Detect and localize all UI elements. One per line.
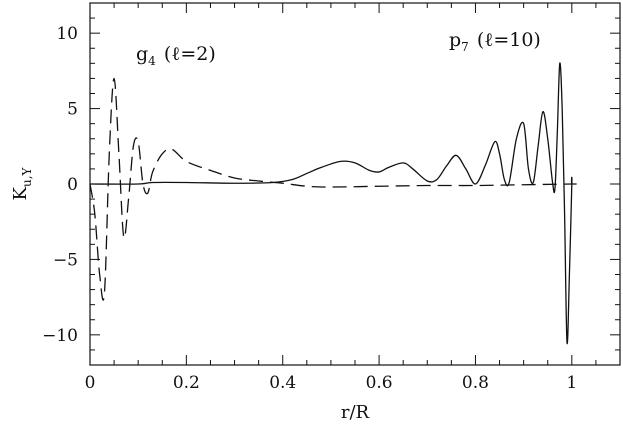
y-axis-label: Ku,Y: [10, 166, 34, 200]
axis-ticks: [89, 3, 620, 365]
series-layer: [89, 62, 577, 345]
series-line-solid: [89, 62, 577, 345]
annotation-g4: g4 (ℓ=2): [136, 43, 216, 68]
x-tick-label: 0.4: [269, 373, 296, 393]
x-tick-labels: 0 0.2 0.4 0.6 0.8 1: [85, 373, 578, 393]
x-tick-label: 0.6: [366, 373, 393, 393]
annotation-g4-rest: (ℓ=2): [164, 43, 216, 65]
y-tick-labels: −10 −5 0 5 10: [42, 24, 78, 346]
y-tick-label: −5: [53, 250, 78, 270]
x-tick-label: 0.2: [173, 373, 200, 393]
annotation-p7-main: p: [449, 29, 461, 51]
annotation-p7-rest: (ℓ=10): [477, 29, 541, 51]
y-tick-label: 5: [67, 100, 78, 120]
y-tick-label: 0: [67, 175, 78, 195]
y-tick-label: −10: [42, 326, 78, 346]
annotation-p7-sub: 7: [461, 40, 469, 54]
x-tick-label: 0.8: [462, 373, 489, 393]
y-tick-label: 10: [56, 24, 78, 44]
annotation-g4-sub: 4: [148, 54, 156, 68]
x-tick-label: 1: [566, 373, 577, 393]
x-axis-label: r/R: [341, 402, 370, 423]
annotation-p7: p7 (ℓ=10): [449, 29, 541, 54]
y-axis-label-main: K: [10, 186, 31, 200]
y-axis-label-sub: u,Y: [20, 166, 34, 187]
series-line-dashed: [89, 77, 572, 301]
x-tick-label: 0: [85, 373, 96, 393]
annotation-g4-main: g: [136, 43, 148, 65]
